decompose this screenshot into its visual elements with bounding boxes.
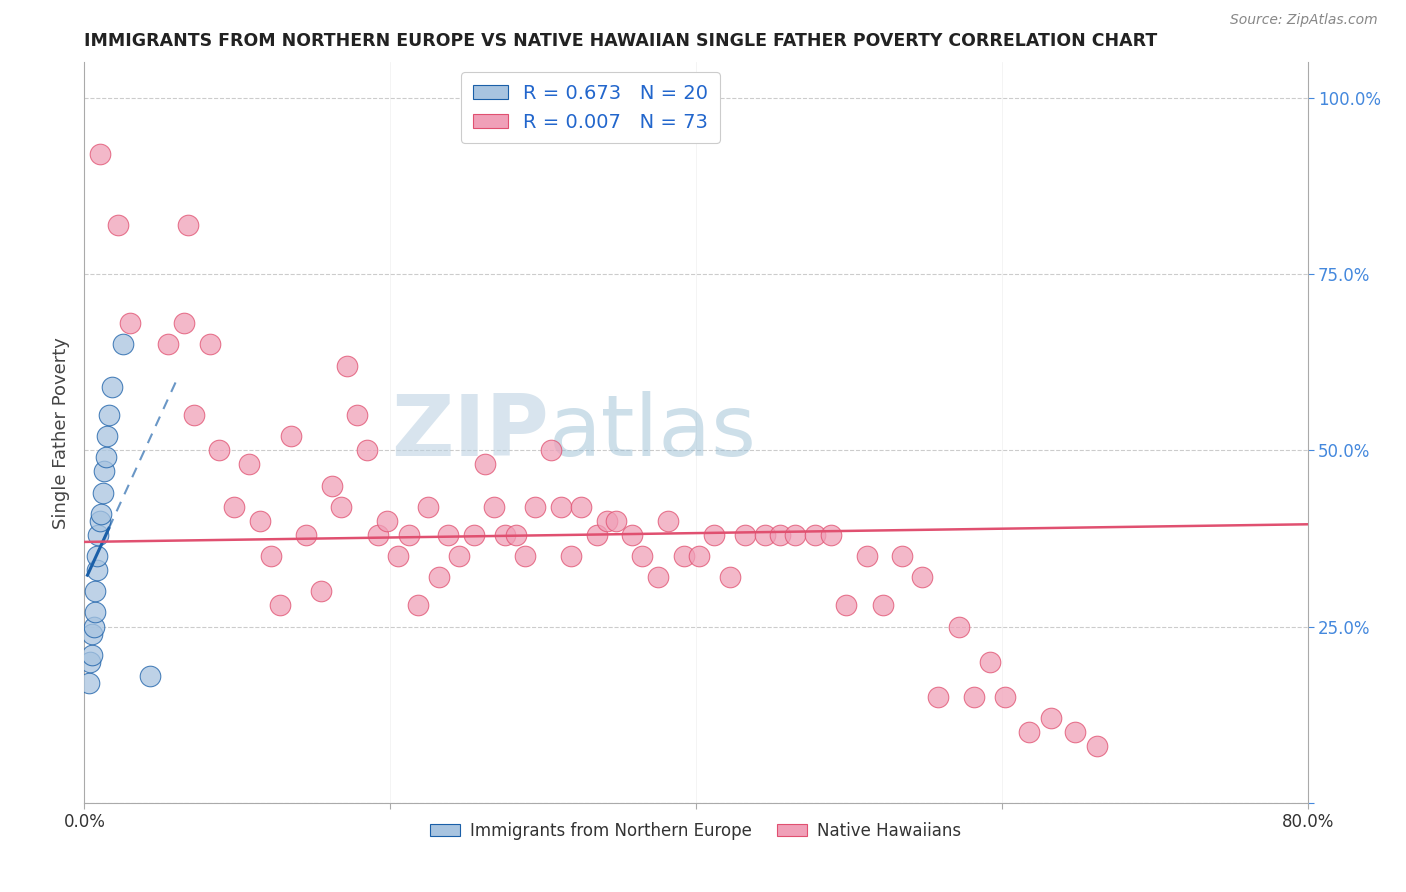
- Point: [560, 549, 582, 563]
- Point: [111, 337, 134, 351]
- Point: [856, 549, 879, 563]
- Point: [979, 655, 1001, 669]
- Point: [605, 514, 627, 528]
- Point: [177, 218, 200, 232]
- Point: [540, 443, 562, 458]
- Point: [872, 599, 894, 613]
- Point: [97, 408, 120, 422]
- Point: [891, 549, 914, 563]
- Point: [80, 626, 103, 640]
- Point: [107, 218, 129, 232]
- Point: [927, 690, 949, 704]
- Point: [101, 380, 124, 394]
- Point: [173, 316, 195, 330]
- Point: [703, 528, 725, 542]
- Point: [321, 478, 343, 492]
- Point: [89, 514, 111, 528]
- Point: [804, 528, 827, 542]
- Point: [90, 507, 112, 521]
- Point: [80, 648, 103, 662]
- Point: [89, 147, 111, 161]
- Text: atlas: atlas: [550, 391, 758, 475]
- Point: [86, 563, 108, 577]
- Point: [785, 528, 807, 542]
- Point: [647, 570, 669, 584]
- Point: [418, 500, 440, 514]
- Point: [1018, 725, 1040, 739]
- Point: [280, 429, 302, 443]
- Point: [120, 316, 142, 330]
- Point: [84, 606, 107, 620]
- Text: ZIP: ZIP: [391, 391, 550, 475]
- Text: Source: ZipAtlas.com: Source: ZipAtlas.com: [1230, 13, 1378, 28]
- Point: [87, 528, 110, 542]
- Point: [96, 429, 118, 443]
- Point: [260, 549, 283, 563]
- Point: [269, 599, 291, 613]
- Point: [820, 528, 842, 542]
- Point: [474, 458, 496, 472]
- Point: [84, 584, 107, 599]
- Point: [524, 500, 547, 514]
- Point: [311, 584, 333, 599]
- Point: [963, 690, 986, 704]
- Point: [463, 528, 485, 542]
- Point: [482, 500, 505, 514]
- Point: [224, 500, 246, 514]
- Legend: Immigrants from Northern Europe, Native Hawaiians: Immigrants from Northern Europe, Native …: [423, 815, 969, 847]
- Point: [585, 528, 607, 542]
- Point: [734, 528, 756, 542]
- Point: [1085, 739, 1108, 754]
- Point: [494, 528, 516, 542]
- Point: [911, 570, 934, 584]
- Point: [183, 408, 205, 422]
- Point: [91, 485, 114, 500]
- Point: [1039, 711, 1062, 725]
- Point: [427, 570, 450, 584]
- Point: [249, 514, 271, 528]
- Point: [672, 549, 695, 563]
- Point: [336, 359, 359, 373]
- Point: [356, 443, 378, 458]
- Point: [505, 528, 527, 542]
- Point: [447, 549, 470, 563]
- Point: [398, 528, 420, 542]
- Point: [754, 528, 776, 542]
- Point: [367, 528, 389, 542]
- Point: [631, 549, 654, 563]
- Point: [330, 500, 353, 514]
- Text: IMMIGRANTS FROM NORTHERN EUROPE VS NATIVE HAWAIIAN SINGLE FATHER POVERTY CORRELA: IMMIGRANTS FROM NORTHERN EUROPE VS NATIV…: [84, 32, 1157, 50]
- Point: [569, 500, 592, 514]
- Point: [77, 676, 100, 690]
- Point: [620, 528, 643, 542]
- Point: [198, 337, 221, 351]
- Point: [387, 549, 409, 563]
- Point: [79, 655, 101, 669]
- Point: [406, 599, 429, 613]
- Point: [437, 528, 460, 542]
- Point: [139, 669, 162, 683]
- Point: [375, 514, 398, 528]
- Point: [93, 464, 115, 478]
- Point: [295, 528, 318, 542]
- Point: [86, 549, 108, 563]
- Point: [769, 528, 792, 542]
- Point: [718, 570, 741, 584]
- Point: [948, 619, 970, 633]
- Point: [994, 690, 1017, 704]
- Point: [238, 458, 260, 472]
- Y-axis label: Single Father Poverty: Single Father Poverty: [52, 336, 70, 529]
- Point: [208, 443, 231, 458]
- Point: [657, 514, 679, 528]
- Point: [688, 549, 710, 563]
- Point: [346, 408, 368, 422]
- Point: [1064, 725, 1087, 739]
- Point: [835, 599, 858, 613]
- Point: [513, 549, 536, 563]
- Point: [157, 337, 180, 351]
- Point: [83, 619, 105, 633]
- Point: [596, 514, 619, 528]
- Point: [550, 500, 572, 514]
- Point: [94, 450, 117, 465]
